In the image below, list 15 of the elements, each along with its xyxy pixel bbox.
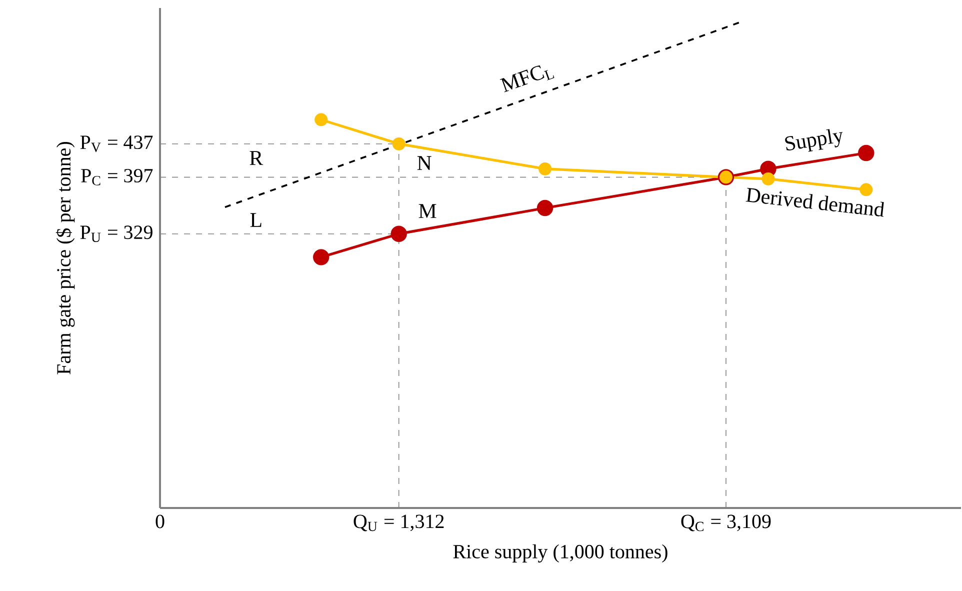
y-tick-label: P$_{V}$ = 437 bbox=[80, 136, 153, 152]
text: MFC$_{L}$ bbox=[500, 65, 554, 92]
y-axis-title: Farm gate price ($ per tonne) bbox=[56, 142, 75, 374]
text: Derived demand bbox=[746, 188, 884, 217]
annotation: M bbox=[418, 204, 436, 218]
x-tick-label: Q$_{U}$ = 1,312 bbox=[354, 514, 444, 532]
annotation: N bbox=[417, 156, 432, 170]
y-tick-label: P$_{U}$ = 329 bbox=[80, 226, 152, 242]
x-tick-label: 0 bbox=[156, 514, 164, 528]
text: Supply bbox=[785, 129, 843, 152]
annotation: R bbox=[250, 151, 264, 165]
y-tick-label: P$_{C}$ = 397 bbox=[81, 168, 153, 186]
annotation: L bbox=[250, 213, 262, 227]
x-tick-label: Q$_{C}$ = 3,109 bbox=[681, 514, 771, 532]
x-axis-title: Rice supply (1,000 tonnes) bbox=[453, 544, 668, 563]
